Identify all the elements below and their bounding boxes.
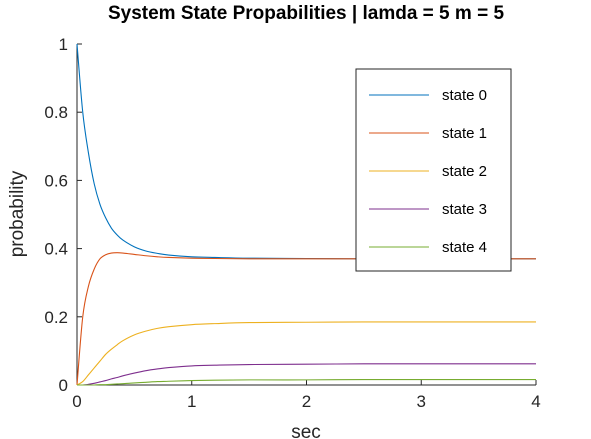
x-tick-label: 2: [302, 392, 311, 411]
chart-title: System State Propabilities | lamda = 5 m…: [108, 3, 504, 24]
series-line-state-3: [77, 363, 536, 386]
y-tick-label: 0.6: [44, 171, 68, 190]
legend-label: state 1: [442, 125, 487, 142]
series-line-state-1: [76, 252, 536, 386]
legend-label: state 3: [442, 201, 487, 218]
x-tick-label: 3: [417, 392, 426, 411]
legend: state 0 state 1 state 2 state 3 state 4: [355, 68, 512, 272]
y-tick-label: 0: [59, 376, 68, 395]
x-tick-label: 4: [531, 392, 540, 411]
y-tick-label: 0.8: [44, 103, 68, 122]
legend-label: state 0: [442, 87, 487, 104]
legend-box: [355, 68, 512, 272]
legend-label: state 2: [442, 163, 487, 180]
legend-label: state 4: [442, 239, 487, 256]
y-tick-label: 1: [59, 35, 68, 54]
series-line-state-2: [76, 321, 536, 386]
x-tick-label: 1: [187, 392, 196, 411]
y-tick-label: 0.2: [44, 308, 68, 327]
plot-area: 0 1 2 3 4 0 0.2 0.4 0.6 0.8 1: [44, 35, 540, 411]
x-axis-label: sec: [291, 422, 321, 439]
series-line-state-4: [77, 378, 536, 386]
x-tick-label: 0: [72, 392, 81, 411]
y-axis-label: probability: [7, 170, 28, 257]
y-tick-label: 0.4: [44, 240, 68, 259]
